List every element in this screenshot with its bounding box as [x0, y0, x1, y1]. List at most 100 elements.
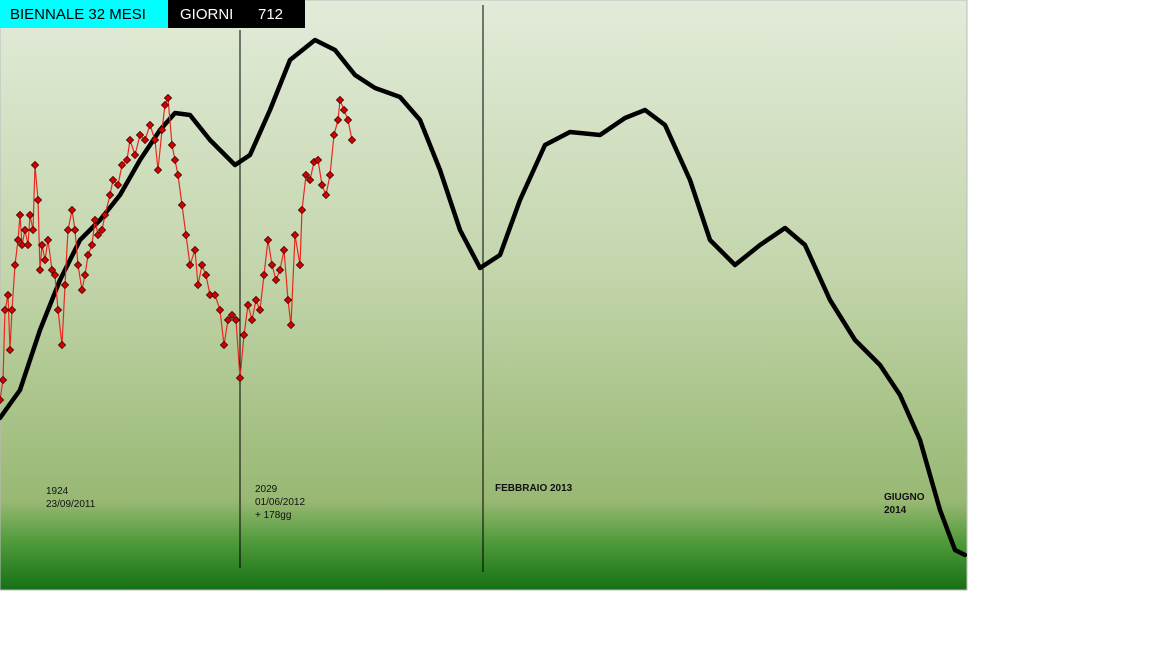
- data-point: [286, 320, 296, 330]
- data-point: [33, 195, 43, 205]
- data-point: [125, 135, 135, 145]
- data-point: [251, 295, 261, 305]
- data-point: [53, 305, 63, 315]
- data-point: [140, 135, 150, 145]
- data-point: [321, 190, 331, 200]
- data-point: [239, 330, 249, 340]
- data-point: [73, 260, 83, 270]
- data-point: [297, 205, 307, 215]
- data-point: [87, 240, 97, 250]
- data-point: [267, 260, 277, 270]
- data-point: [47, 265, 57, 275]
- data-point: [122, 155, 132, 165]
- data-point: [113, 180, 123, 190]
- data-point: [5, 345, 15, 355]
- annotation: + 178gg: [255, 510, 291, 521]
- data-point: [153, 165, 163, 175]
- data-point: [10, 260, 20, 270]
- annotation: 01/06/2012: [255, 497, 305, 508]
- data-point: [93, 230, 103, 240]
- data-point: [28, 225, 38, 235]
- data-point: [160, 100, 170, 110]
- data-point: [333, 115, 343, 125]
- data-point: [157, 125, 167, 135]
- data-point: [163, 93, 173, 103]
- data-point: [77, 285, 87, 295]
- data-point: [185, 260, 195, 270]
- data-point: [105, 190, 115, 200]
- data-point: [167, 140, 177, 150]
- header-title: BIENNALE 32 MESI: [10, 6, 146, 23]
- plot: [0, 37, 967, 558]
- data-point: [215, 305, 225, 315]
- data-point: [255, 305, 265, 315]
- data-point: [173, 170, 183, 180]
- data-point: [0, 375, 8, 385]
- annotations: 1924 23/09/2011 2029 01/06/2012 + 178gg FEBBR…: [46, 483, 925, 521]
- data-point: [135, 130, 145, 140]
- data-point: [80, 270, 90, 280]
- header-days-box: [168, 0, 305, 28]
- data-point: [263, 235, 273, 245]
- data-point: [347, 135, 357, 145]
- data-point: [7, 305, 17, 315]
- data-point: [35, 265, 45, 275]
- data-point: [83, 250, 93, 260]
- data-point: [57, 340, 67, 350]
- data-point: [43, 235, 53, 245]
- data-point: [90, 215, 100, 225]
- data-point: [343, 115, 353, 125]
- data-point: [317, 180, 327, 190]
- data-point: [0, 305, 10, 315]
- data-point: [0, 395, 5, 405]
- annotation: 2029: [255, 484, 278, 495]
- data-point: [295, 260, 305, 270]
- data-point: [259, 270, 269, 280]
- data-point: [20, 225, 30, 235]
- data-point: [170, 155, 180, 165]
- data-point: [197, 260, 207, 270]
- annotation: 2014: [884, 505, 907, 516]
- data-point: [23, 240, 33, 250]
- data-point: [313, 155, 323, 165]
- data-point: [335, 95, 345, 105]
- data-point: [30, 160, 40, 170]
- data-point: [227, 310, 237, 320]
- annotation: 23/09/2011: [46, 499, 96, 510]
- data-point: [275, 265, 285, 275]
- data-point: [17, 240, 27, 250]
- data-point: [100, 210, 110, 220]
- data-point: [50, 270, 60, 280]
- data-point: [301, 170, 311, 180]
- data-point: [37, 240, 47, 250]
- data-point: [117, 160, 127, 170]
- data-point: [223, 315, 233, 325]
- data-point: [97, 225, 107, 235]
- data-point: [150, 135, 160, 145]
- data-point: [60, 280, 70, 290]
- data-point: [108, 175, 118, 185]
- data-point: [329, 130, 339, 140]
- header-label: GIORNI: [180, 6, 233, 23]
- data-point: [67, 205, 77, 215]
- data-point: [235, 373, 245, 383]
- data-point: [243, 300, 253, 310]
- data-point: [25, 210, 35, 220]
- data-point: [63, 225, 73, 235]
- annotation: FEBBRAIO 2013: [495, 483, 573, 494]
- data-point: [40, 255, 50, 265]
- data-point: [210, 290, 220, 300]
- data-point: [15, 210, 25, 220]
- data-point: [231, 315, 241, 325]
- data-point: [3, 290, 13, 300]
- data-point: [271, 275, 281, 285]
- data-point: [283, 295, 293, 305]
- annotation: 1924: [46, 486, 69, 497]
- data-point: [247, 315, 257, 325]
- data-point: [145, 120, 155, 130]
- data-point: [190, 245, 200, 255]
- data-point: [13, 235, 23, 245]
- data-point: [219, 340, 229, 350]
